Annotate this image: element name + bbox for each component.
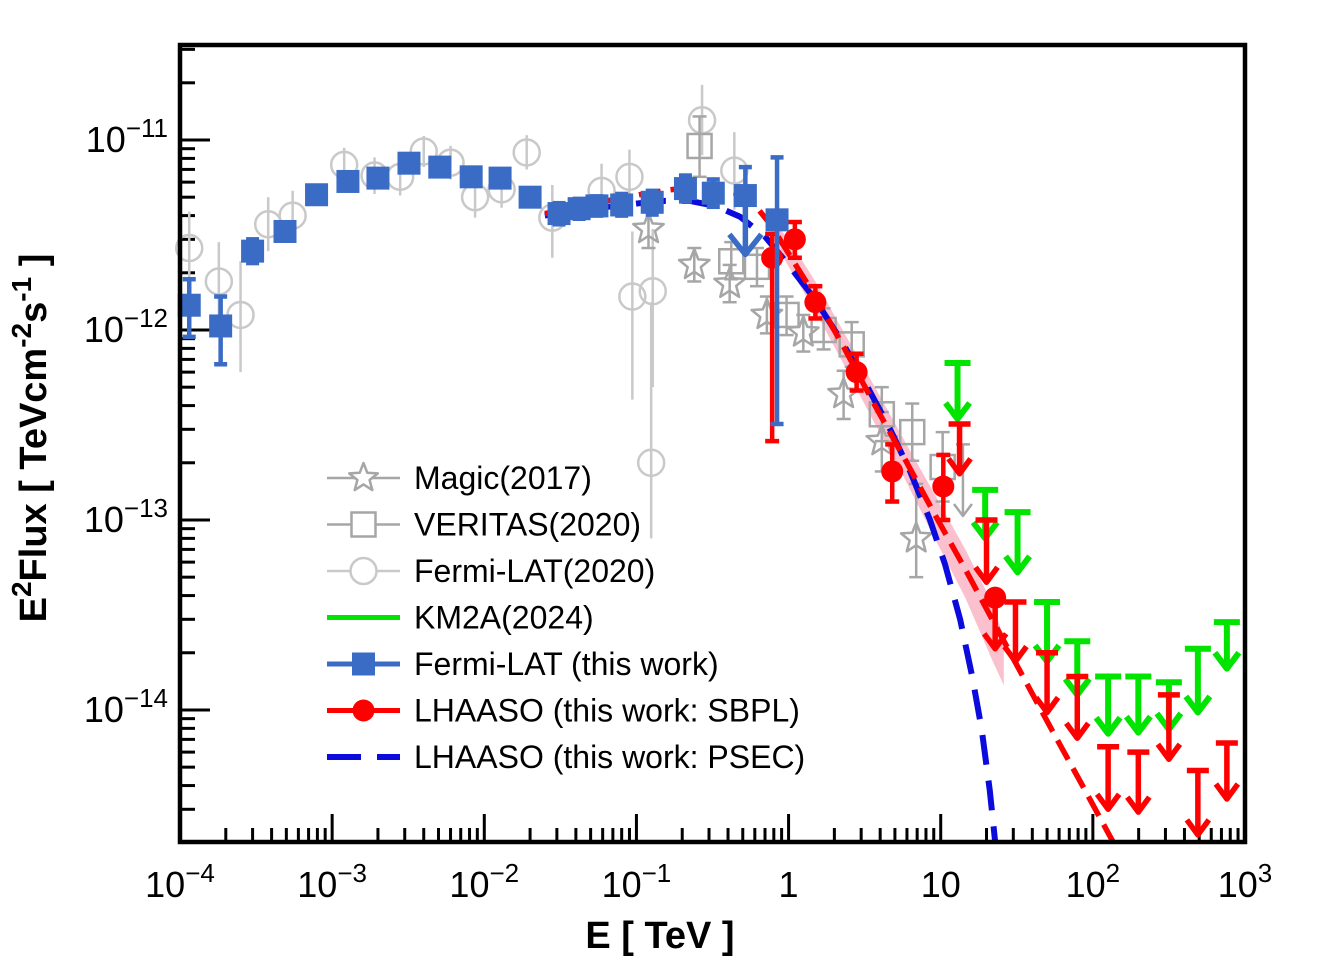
data-point <box>397 151 421 175</box>
legend-marker-filled-square-icon <box>352 652 375 676</box>
data-point <box>686 132 713 160</box>
y-tick-labels: 10−11 10−12 10−13 10−14 <box>84 113 168 730</box>
data-point <box>409 137 438 166</box>
legend-marker-star-icon <box>347 461 380 492</box>
y-axis-title: E2Flux [ TeVcm-2s-1 ] <box>6 254 55 623</box>
legend-label: LHAASO (this work: SBPL) <box>414 693 800 729</box>
legend-item-lhaaso-this-work-sbpl: LHAASO (this work: SBPL) <box>327 693 800 729</box>
data-point <box>610 193 634 217</box>
x-tick-label: 102 <box>1066 858 1121 905</box>
data-point <box>636 448 666 478</box>
x-tick-label: 10−2 <box>449 858 519 905</box>
data-point <box>567 197 591 221</box>
y-tick-label: 10−11 <box>86 113 168 160</box>
legend-label: Fermi-LAT (this work) <box>414 646 719 682</box>
data-point <box>733 184 757 208</box>
legend-item-lhaaso-this-work-psec: LHAASO (this work: PSEC) <box>327 739 805 775</box>
legend: Magic(2017) VERITAS(2020) Fermi-LAT(2020) K… <box>327 460 805 775</box>
x-tick-label: 10−3 <box>297 858 367 905</box>
legend-label: Fermi-LAT(2020) <box>414 553 655 589</box>
data-point <box>512 138 541 167</box>
data-point <box>899 418 926 446</box>
legend-label: Magic(2017) <box>414 460 592 496</box>
legend-item-veritas-2020: VERITAS(2020) <box>327 507 641 543</box>
data-point <box>209 314 233 338</box>
legend-marker-filled-circle-icon <box>352 699 375 722</box>
data-point <box>241 239 265 263</box>
legend-marker-circle-icon <box>349 556 378 586</box>
legend-item-km2a-2024: KM2A(2024) <box>327 600 594 636</box>
data-point <box>677 247 711 280</box>
data-point <box>761 246 784 269</box>
axis-ticks <box>178 47 1247 842</box>
data-point <box>488 166 512 190</box>
x-tick-label: 10−4 <box>145 858 215 905</box>
data-point <box>336 169 360 193</box>
x-tick-label: 10−1 <box>602 858 672 905</box>
legend-label: LHAASO (this work: PSEC) <box>414 739 805 775</box>
data-point <box>783 228 806 251</box>
x-axis-title: E [ TeV ] <box>585 915 734 957</box>
x-tick-label: 103 <box>1218 858 1273 905</box>
data-point <box>673 177 697 201</box>
data-point <box>305 183 329 207</box>
data-point <box>585 194 609 218</box>
series-fermi-lat-this-work <box>177 151 789 427</box>
y-tick-label: 10−13 <box>84 493 168 540</box>
data-point-upper-limit <box>984 586 1007 609</box>
data-point <box>428 155 452 179</box>
data-point <box>632 211 665 244</box>
data-point <box>640 190 664 214</box>
plot-frame <box>177 42 1248 845</box>
series-lhaaso-sbpl <box>761 219 1241 838</box>
data-point <box>518 185 542 209</box>
legend-label: VERITAS(2020) <box>414 507 641 543</box>
data-point <box>547 202 571 226</box>
data-point <box>899 521 933 553</box>
data-point <box>366 166 390 190</box>
data-point <box>765 208 789 232</box>
legend-item-fermi-lat-this-work: Fermi-LAT (this work) <box>327 646 719 682</box>
data-point <box>786 315 820 347</box>
data-point <box>932 475 955 498</box>
y-tick-label: 10−12 <box>84 303 168 350</box>
legend-item-fermi-lat-2020: Fermi-LAT(2020) <box>327 553 655 589</box>
data-point <box>459 165 483 189</box>
x-tick-labels: 10−4 10−3 10−2 10−1 1 10 102 103 <box>145 858 1272 905</box>
data-point <box>177 293 201 317</box>
y-tick-label: 10−14 <box>84 683 168 730</box>
data-point <box>804 291 827 314</box>
data-point <box>845 361 868 384</box>
series-km2a-2024 <box>943 360 1242 737</box>
legend-marker-square-icon <box>350 511 377 538</box>
legend-label: KM2A(2024) <box>414 600 594 636</box>
data-point <box>174 233 204 263</box>
data-point <box>713 266 747 299</box>
data-point <box>273 219 297 243</box>
sbpl-uncertainty-band <box>770 217 1004 686</box>
data-point <box>615 162 644 192</box>
x-tick-label: 10 <box>921 864 961 905</box>
data-point <box>881 460 904 483</box>
data-point <box>701 181 725 205</box>
data-point <box>638 276 667 306</box>
x-tick-label: 1 <box>779 864 799 905</box>
legend-item-magic-2017: Magic(2017) <box>327 460 592 496</box>
data-point <box>618 282 647 311</box>
